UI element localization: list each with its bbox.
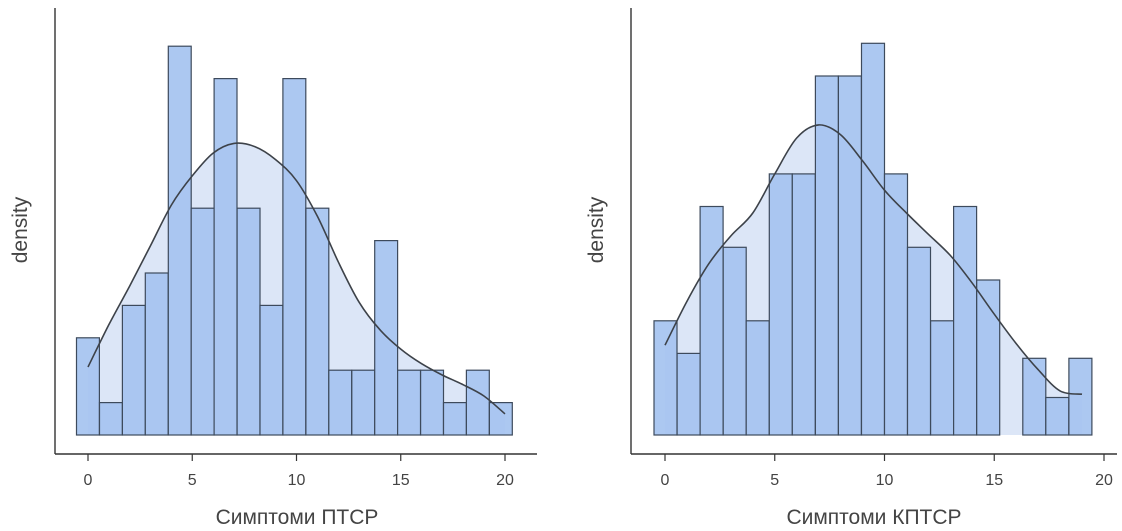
histogram-bar	[328, 369, 353, 436]
histogram-bar	[167, 45, 192, 436]
x-tick-label: 10	[288, 472, 306, 489]
histogram-bar	[488, 402, 513, 436]
x-axis-title: Симптоми ПТСР	[216, 506, 379, 529]
histogram-bar	[420, 369, 445, 436]
histogram-bar	[906, 246, 932, 436]
histogram-bar	[190, 207, 215, 436]
x-tick-label: 10	[876, 472, 894, 489]
histogram-bar	[75, 337, 100, 436]
histogram-bar	[305, 207, 330, 436]
x-tick-label: 20	[496, 472, 514, 489]
histogram-bar	[929, 320, 955, 436]
histogram-bar	[465, 369, 490, 436]
histogram-bar	[282, 77, 307, 436]
histogram-bar	[722, 246, 747, 436]
x-tick-label: 5	[188, 472, 197, 489]
x-tick-label: 0	[84, 472, 93, 489]
histogram-bar	[259, 304, 284, 436]
x-axis-title: Симптоми КПТСР	[786, 506, 961, 529]
histogram-bar	[676, 352, 701, 436]
histogram-bar	[952, 205, 978, 436]
x-tick-label: 20	[1095, 472, 1113, 489]
histogram-bar	[121, 304, 146, 436]
density-curve	[664, 124, 1083, 395]
histogram-bar	[837, 75, 863, 436]
x-tick-label: 15	[985, 472, 1003, 489]
histogram-bar	[699, 205, 724, 436]
ptsd-histogram-panel: 0 5 10 15 20 density Симптоми ПТСР	[9, 8, 537, 529]
x-tick-label: 15	[392, 472, 410, 489]
histogram-bar	[351, 369, 376, 436]
histogram-bar	[653, 320, 678, 436]
cptsd-histogram-panel: 0 5 10 15 20 density Симптоми КПТСР	[585, 8, 1117, 529]
histogram-bar	[1068, 357, 1093, 436]
histogram-bar	[1022, 357, 1047, 436]
histogram-bar	[374, 240, 399, 436]
histogram-bar	[1045, 396, 1070, 436]
histogram-bar	[397, 369, 422, 436]
histogram-bar	[791, 173, 816, 436]
histogram-bar	[236, 207, 261, 436]
y-axis-title: density	[585, 196, 608, 263]
histogram-bar	[860, 42, 886, 436]
histogram-bar	[976, 279, 1001, 436]
histogram-bar	[213, 77, 238, 436]
histogram-bar	[98, 402, 123, 436]
density-curve	[87, 142, 506, 415]
histogram-bar	[768, 173, 793, 436]
x-tick-label: 5	[770, 472, 779, 489]
histogram-bar	[144, 272, 169, 436]
x-tick-label: 0	[661, 472, 670, 489]
histogram-bar	[442, 402, 467, 436]
histogram-bar	[745, 320, 770, 436]
y-axis-title: density	[9, 196, 32, 263]
histogram-bar	[883, 173, 909, 436]
